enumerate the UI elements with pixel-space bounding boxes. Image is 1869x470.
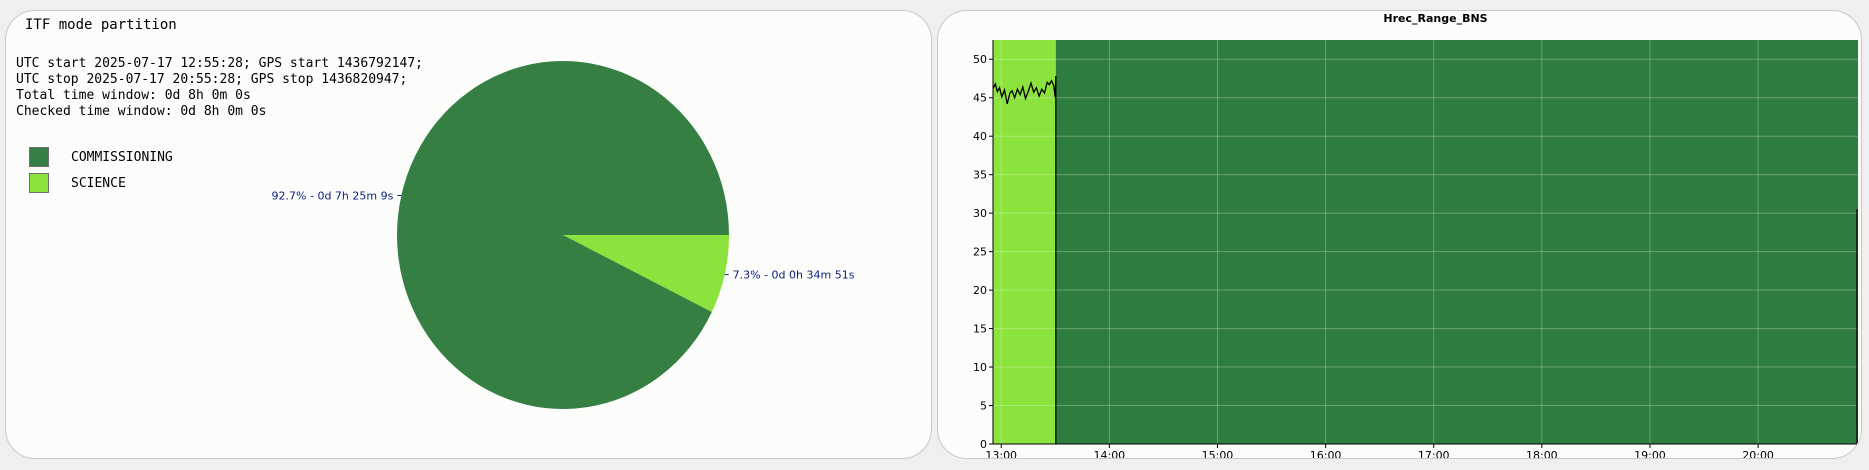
- x-tick-label: 13:00: [985, 449, 1017, 459]
- legend-label-commissioning: COMMISSIONING: [71, 150, 173, 165]
- legend-label-science: SCIENCE: [71, 176, 126, 191]
- y-tick-label: 0: [980, 438, 987, 451]
- y-tick-label: 15: [973, 323, 987, 336]
- x-tick-label: 20:00: [1742, 449, 1774, 459]
- info-line-checked-window: Checked time window: 0d 8h 0m 0s: [16, 104, 267, 119]
- x-tick-label: 16:00: [1310, 449, 1342, 459]
- y-tick-label: 25: [973, 246, 987, 259]
- info-line-utc-stop: UTC stop 2025-07-17 20:55:28; GPS stop 1…: [16, 72, 408, 87]
- legend-swatch-commissioning: [29, 147, 49, 167]
- pie-slice-science: [563, 235, 729, 313]
- pie-label-commissioning: 92.7% - 0d 7h 25m 9s: [272, 189, 394, 202]
- x-tick-label: 15:00: [1202, 449, 1234, 459]
- y-tick-label: 5: [980, 400, 987, 413]
- mode-pie-chart: 7.3% - 0d 0h 34m 51s 92.7% - 0d 7h 25m 9s: [272, 60, 855, 409]
- pie-panel-title: ITF mode partition: [25, 17, 177, 33]
- info-line-utc-start: UTC start 2025-07-17 12:55:28; GPS start…: [16, 56, 423, 71]
- x-tick-label: 18:00: [1526, 449, 1558, 459]
- y-tick-label: 30: [973, 207, 987, 220]
- range-chart-panel: Hrec_Range_BNS 0 5 10 15 20 25 30 35 40 45 50 13:00 1…: [937, 10, 1862, 459]
- y-tick-label: 50: [973, 53, 987, 66]
- mode-partition-panel: ITF mode partition UTC start 2025-07-17 …: [5, 10, 932, 459]
- series-line-0: [992, 76, 1057, 105]
- range-line-chart: Hrec_Range_BNS 0 5 10 15 20 25 30 35 40 45 50 13:00 1…: [973, 12, 1858, 459]
- pie-label-science: 7.3% - 0d 0h 34m 51s: [733, 269, 855, 282]
- legend-swatch-science: [29, 173, 49, 193]
- info-line-total-window: Total time window: 0d 8h 0m 0s: [16, 88, 251, 103]
- y-tick-label: 20: [973, 284, 987, 297]
- time-window-info: UTC start 2025-07-17 12:55:28; GPS start…: [16, 56, 423, 120]
- y-tick-label: 35: [973, 169, 987, 182]
- pie-slice-commissioning: [396, 60, 729, 409]
- mode-band-commissioning: [1055, 40, 1858, 444]
- mode-band-science: [993, 40, 1056, 444]
- range-chart-title: Hrec_Range_BNS: [1383, 12, 1487, 25]
- x-tick-label: 17:00: [1418, 449, 1450, 459]
- y-tick-label: 40: [973, 130, 987, 143]
- x-tick-label: 14:00: [1093, 449, 1125, 459]
- x-tick-label: 19:00: [1634, 449, 1666, 459]
- y-tick-label: 10: [973, 361, 987, 374]
- y-tick-label: 45: [973, 92, 987, 105]
